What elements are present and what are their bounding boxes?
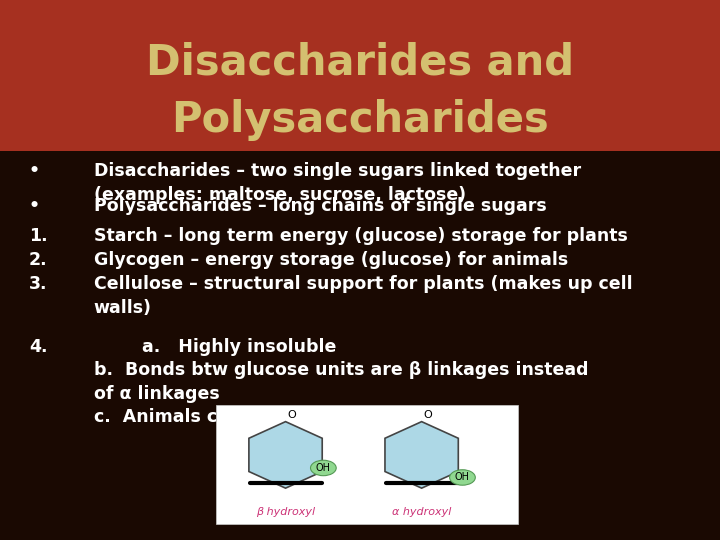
Text: a.   Highly insoluble
b.  Bonds btw glucose units are β linkages instead
of α li: a. Highly insoluble b. Bonds btw glucose… <box>94 338 588 426</box>
Text: O: O <box>287 410 296 421</box>
Text: Starch – long term energy (glucose) storage for plants: Starch – long term energy (glucose) stor… <box>94 227 627 245</box>
Text: Polysaccharides – long chains of single sugars: Polysaccharides – long chains of single … <box>94 197 546 215</box>
Text: •: • <box>29 197 40 215</box>
Text: α hydroxyl: α hydroxyl <box>392 507 451 517</box>
Text: Disaccharides – two single sugars linked together
(examples: maltose, sucrose, l: Disaccharides – two single sugars linked… <box>94 162 581 204</box>
Text: Cellulose – structural support for plants (makes up cell
walls): Cellulose – structural support for plant… <box>94 275 632 317</box>
Text: •: • <box>29 162 40 180</box>
Text: 4.: 4. <box>29 338 48 355</box>
Text: Disaccharides and: Disaccharides and <box>146 41 574 83</box>
Text: Polysaccharides: Polysaccharides <box>171 99 549 141</box>
FancyBboxPatch shape <box>216 405 518 524</box>
Ellipse shape <box>310 460 336 476</box>
Text: Glycogen – energy storage (glucose) for animals: Glycogen – energy storage (glucose) for … <box>94 251 568 269</box>
FancyBboxPatch shape <box>0 0 720 151</box>
Text: OH: OH <box>316 463 331 473</box>
Text: OH: OH <box>455 472 470 482</box>
Ellipse shape <box>449 470 475 485</box>
Text: β hydroxyl: β hydroxyl <box>256 507 315 517</box>
Polygon shape <box>385 422 459 488</box>
Polygon shape <box>249 422 323 488</box>
Text: 3.: 3. <box>29 275 48 293</box>
Text: O: O <box>423 410 432 421</box>
Text: 2.: 2. <box>29 251 48 269</box>
Text: 1.: 1. <box>29 227 48 245</box>
